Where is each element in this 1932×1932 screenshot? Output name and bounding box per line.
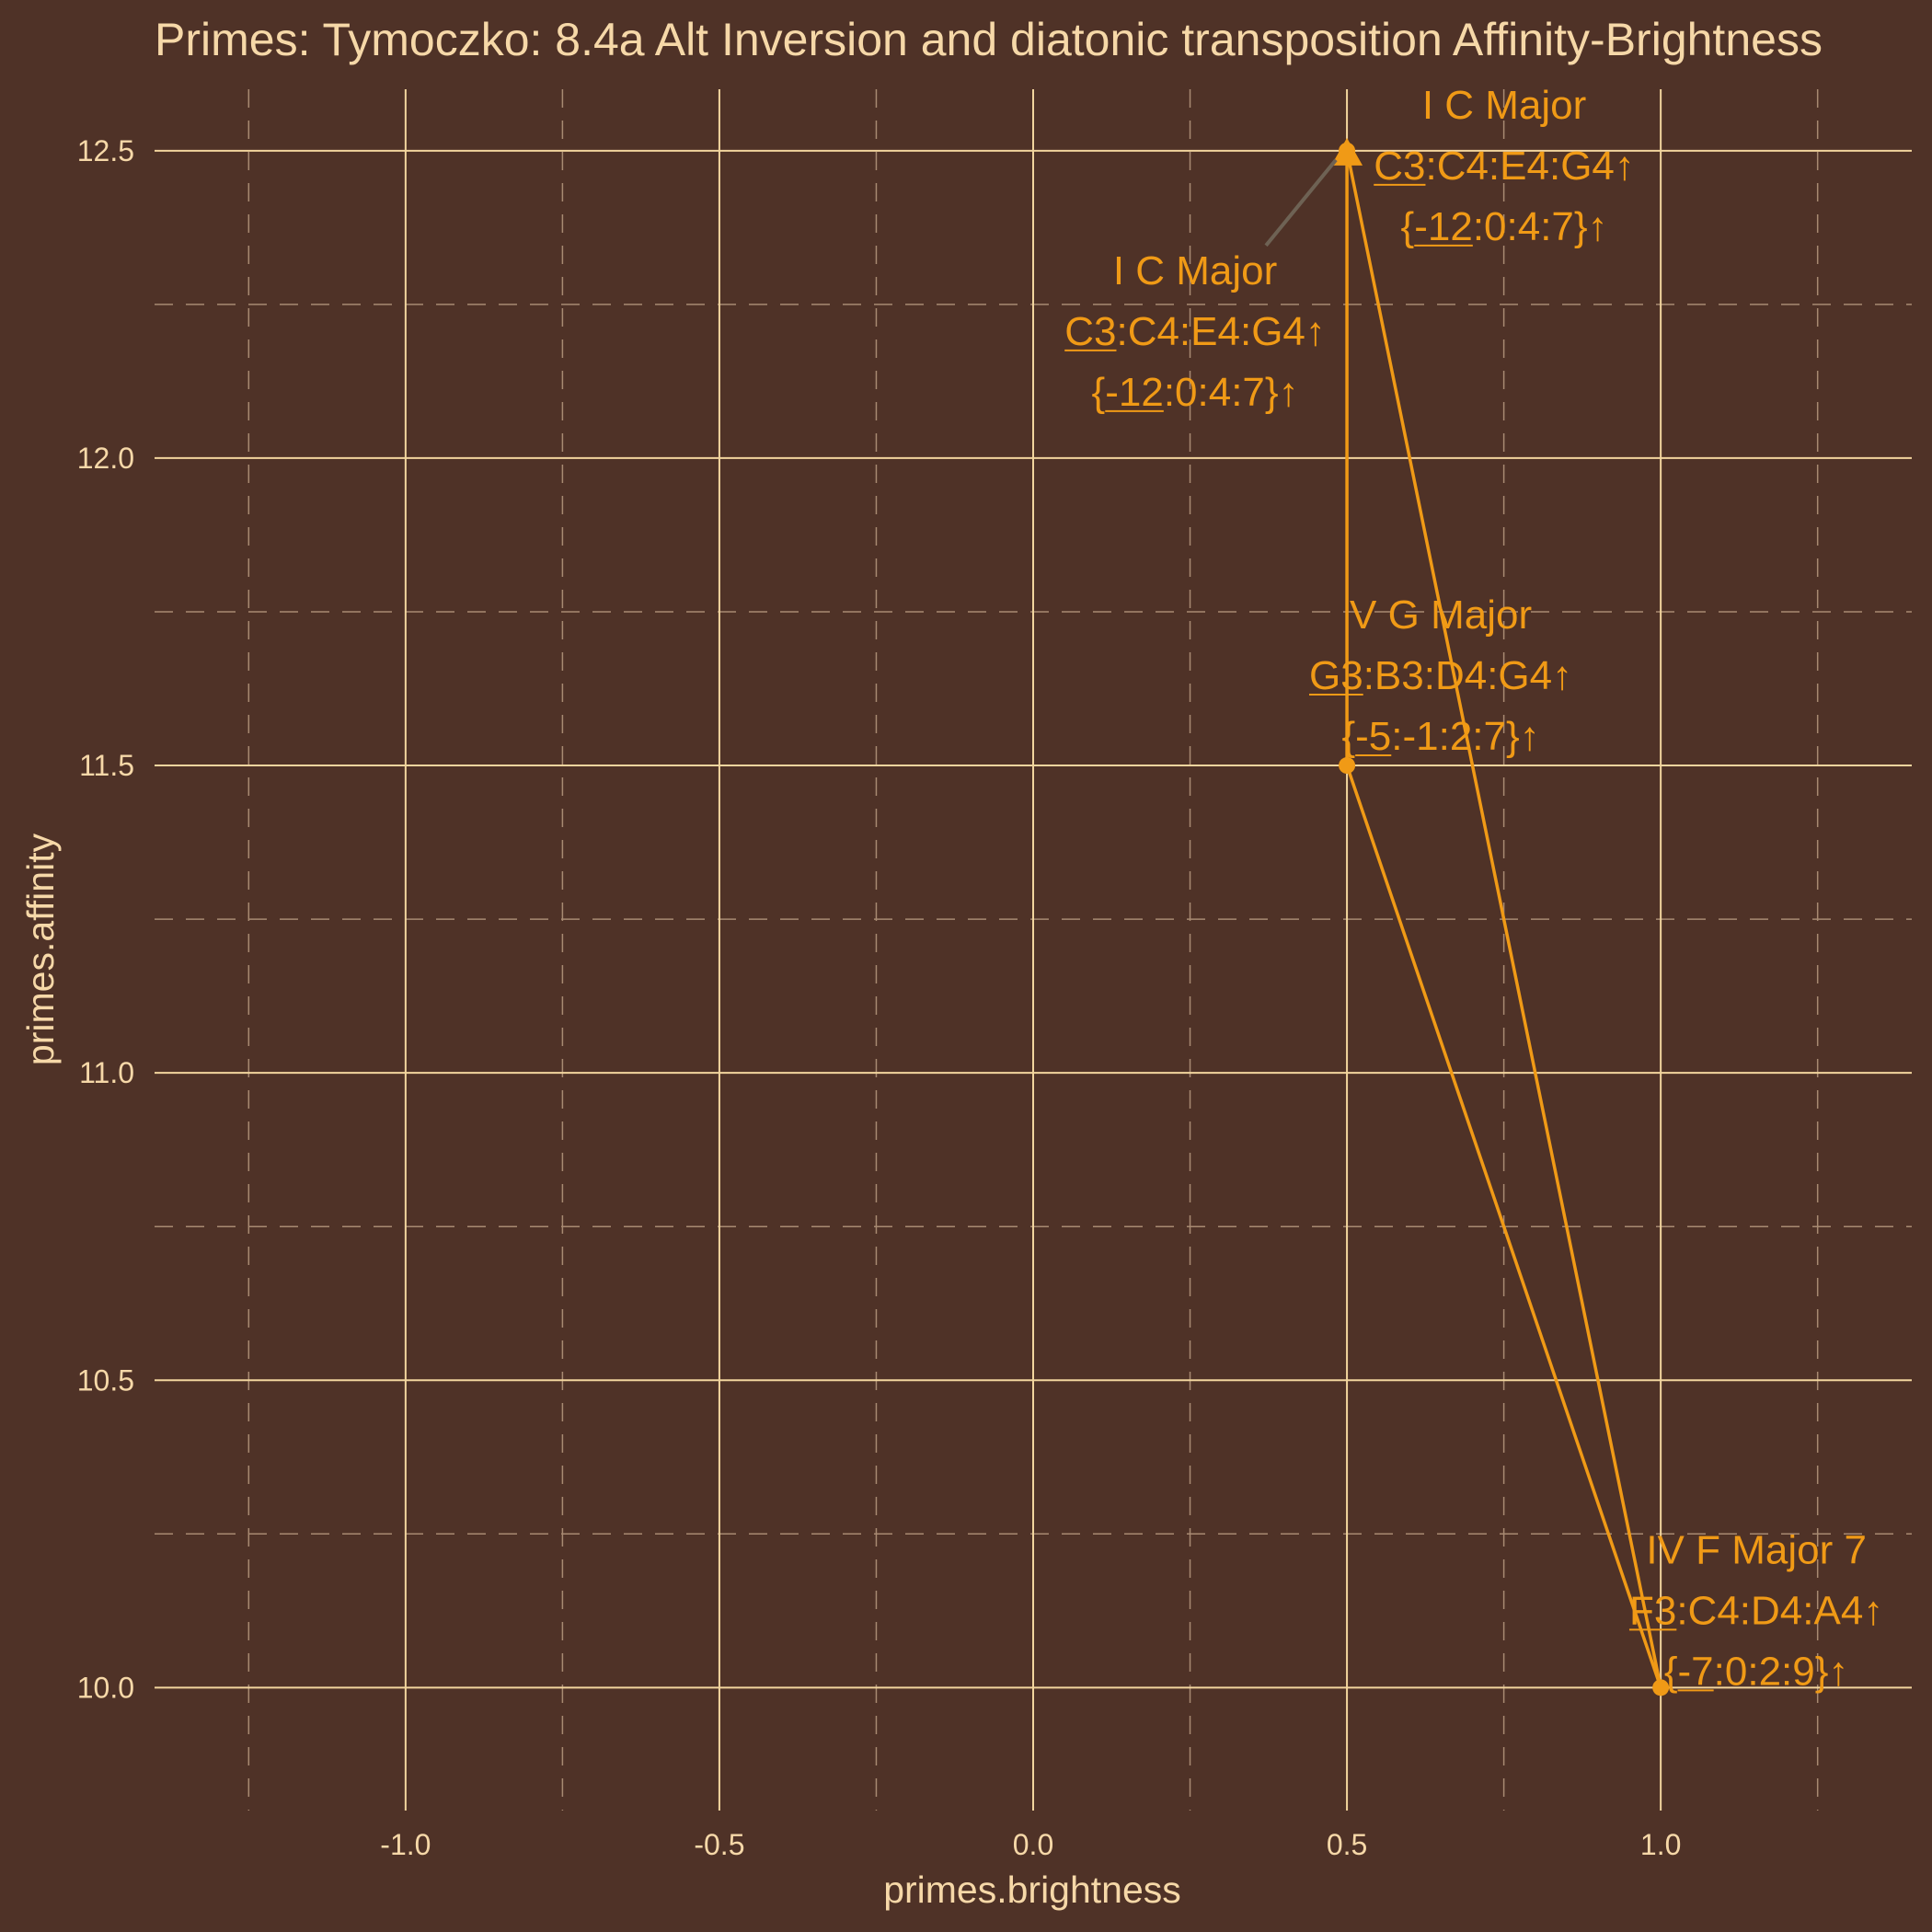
- chord-notes-label: G3:B3:D4:G4↑: [1309, 653, 1572, 698]
- y-tick-label: 11.5: [79, 749, 134, 782]
- chord-notes-label: C3:C4:E4:G4↑: [1374, 144, 1635, 189]
- y-axis-label: primes.affinity: [19, 833, 62, 1065]
- data-point: [1339, 757, 1356, 775]
- chord-notes-label: C3:C4:E4:G4↑: [1064, 309, 1326, 354]
- point-labels: I C Major C3:C4:E4:G4↑ {-12:0:4:7}↑ IV F Ma…: [1064, 83, 1883, 1694]
- x-axis-label: primes.brightness: [883, 1869, 1181, 1911]
- chart-title: Primes: Tymoczko: 8.4a Alt Inversion and…: [155, 14, 1823, 65]
- y-tick-label: 11.0: [79, 1056, 134, 1089]
- chord-notes-label: F3:C4:D4:A4↑: [1629, 1588, 1883, 1633]
- series-line: [1345, 150, 1662, 1688]
- x-tick-label: 0.5: [1327, 1828, 1367, 1861]
- y-tick-label: 10.5: [77, 1363, 134, 1397]
- y-tick-label: 12.5: [77, 134, 134, 167]
- end-point-triangle: [1331, 137, 1363, 166]
- data-points: [1331, 137, 1670, 1696]
- x-tick-label: 0.0: [1013, 1828, 1053, 1861]
- chord-name-label: IV F Major 7: [1646, 1527, 1867, 1572]
- chord-intervals-label: {-7:0:2:9}↑: [1664, 1649, 1849, 1694]
- chord-intervals-label: {-12:0:4:7}↑: [1092, 370, 1299, 415]
- y-tick-label: 12.0: [77, 442, 134, 475]
- x-tick-label: -0.5: [694, 1828, 744, 1861]
- label-leaders: [1264, 158, 1338, 247]
- chord-intervals-label: {-5:-1:2:7}↑: [1341, 714, 1539, 759]
- x-tick-label: -1.0: [380, 1828, 431, 1861]
- chord-name-label: I C Major: [1113, 248, 1277, 293]
- chord-name-label: V G Major: [1350, 592, 1532, 638]
- series-lines: [1345, 150, 1662, 1688]
- x-tick-label: 1.0: [1640, 1828, 1681, 1861]
- data-point: [1652, 1679, 1670, 1696]
- label-leader-line: [1264, 158, 1338, 247]
- grid: [155, 89, 1912, 1811]
- chord-intervals-label: {-12:0:4:7}↑: [1401, 204, 1608, 249]
- y-axis-ticks: 10.0 10.5 11.0 11.5 12.0 12.5: [77, 134, 134, 1705]
- y-tick-label: 10.0: [77, 1671, 134, 1704]
- x-axis-ticks: -1.0 -0.5 0.0 0.5 1.0: [380, 1828, 1681, 1861]
- chord-name-label: I C Major: [1422, 83, 1586, 128]
